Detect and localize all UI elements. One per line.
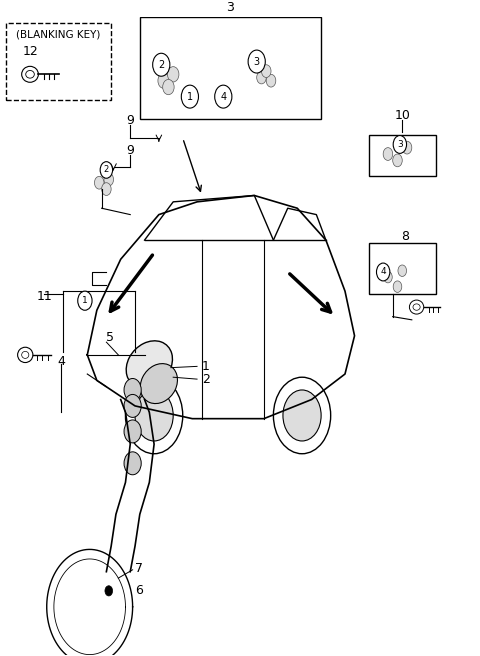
- Circle shape: [158, 73, 169, 89]
- Text: 12: 12: [23, 45, 38, 58]
- Bar: [6, 24, 111, 100]
- Circle shape: [168, 67, 179, 82]
- Circle shape: [125, 377, 183, 454]
- Text: 4: 4: [380, 268, 386, 276]
- Text: 2: 2: [202, 373, 210, 386]
- Text: 3: 3: [253, 56, 260, 66]
- Ellipse shape: [22, 66, 38, 82]
- Ellipse shape: [26, 70, 34, 78]
- Ellipse shape: [126, 341, 172, 388]
- Bar: [369, 135, 436, 176]
- Ellipse shape: [22, 352, 29, 358]
- Text: 5: 5: [107, 331, 114, 344]
- Circle shape: [393, 154, 402, 167]
- Circle shape: [274, 377, 331, 454]
- Circle shape: [124, 379, 141, 401]
- Text: 1: 1: [202, 360, 210, 373]
- Text: 1: 1: [82, 297, 88, 305]
- Circle shape: [266, 74, 276, 87]
- Circle shape: [105, 586, 113, 596]
- Text: (BLANKING KEY): (BLANKING KEY): [16, 30, 101, 39]
- Text: 3: 3: [397, 140, 403, 149]
- Circle shape: [124, 394, 141, 417]
- Circle shape: [262, 65, 271, 77]
- Ellipse shape: [409, 300, 424, 314]
- Text: 8: 8: [401, 230, 408, 243]
- Text: 1: 1: [187, 92, 193, 102]
- Circle shape: [215, 85, 232, 108]
- Bar: [369, 243, 436, 295]
- Text: 9: 9: [126, 144, 134, 157]
- Text: 6: 6: [135, 584, 143, 598]
- Circle shape: [248, 50, 265, 73]
- Circle shape: [100, 161, 113, 178]
- Text: 2: 2: [104, 165, 109, 174]
- Ellipse shape: [18, 347, 33, 363]
- Circle shape: [257, 71, 266, 84]
- Text: 9: 9: [126, 114, 134, 127]
- Bar: [140, 17, 321, 119]
- Circle shape: [283, 390, 321, 441]
- Circle shape: [124, 420, 141, 443]
- Circle shape: [384, 272, 392, 283]
- Ellipse shape: [413, 304, 420, 310]
- Text: 4: 4: [57, 355, 65, 368]
- Circle shape: [102, 183, 111, 195]
- Circle shape: [124, 452, 141, 475]
- Circle shape: [402, 141, 412, 154]
- Circle shape: [376, 263, 390, 281]
- Circle shape: [135, 390, 173, 441]
- Text: 10: 10: [394, 110, 410, 122]
- Circle shape: [163, 79, 174, 94]
- Circle shape: [95, 176, 104, 189]
- Ellipse shape: [140, 363, 178, 403]
- Circle shape: [104, 173, 114, 186]
- Circle shape: [153, 53, 170, 76]
- Circle shape: [181, 85, 199, 108]
- Text: 11: 11: [36, 290, 52, 302]
- Circle shape: [78, 291, 92, 310]
- Text: 4: 4: [220, 92, 227, 102]
- Text: 7: 7: [135, 562, 143, 575]
- Text: 2: 2: [158, 60, 164, 70]
- Circle shape: [393, 281, 402, 293]
- Text: 3: 3: [227, 1, 234, 14]
- Circle shape: [393, 136, 407, 154]
- Circle shape: [398, 265, 407, 276]
- Circle shape: [383, 148, 393, 161]
